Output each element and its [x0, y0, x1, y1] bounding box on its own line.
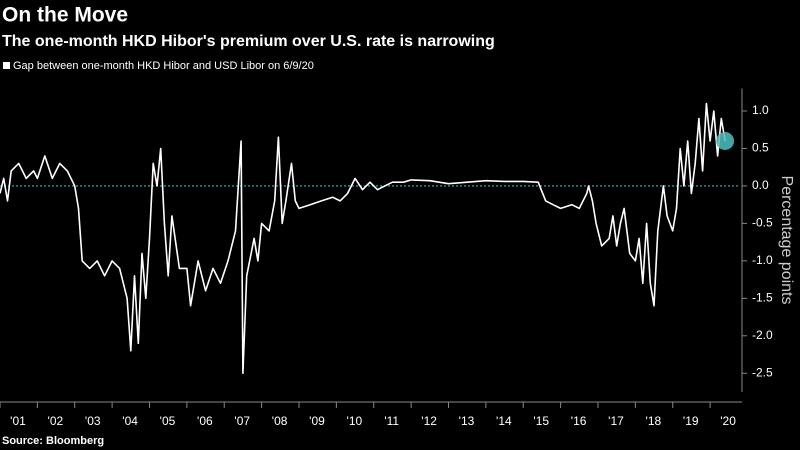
- x-tick-label: '14: [496, 414, 512, 428]
- x-tick-label: '02: [48, 414, 64, 428]
- y-tick-label: -0.5: [752, 216, 773, 230]
- y-tick-label: -2.5: [752, 365, 773, 379]
- x-tick-label: '01: [10, 414, 26, 428]
- x-tick-label: '12: [421, 414, 437, 428]
- y-axis-title: Percentage points: [778, 176, 795, 305]
- x-tick-label: '16: [571, 414, 587, 428]
- last-point-marker: [716, 131, 735, 150]
- y-tick-label: 0.0: [752, 178, 769, 192]
- x-tick-label: '08: [272, 414, 288, 428]
- x-tick-label: '07: [234, 414, 250, 428]
- x-tick-label: '18: [646, 414, 662, 428]
- y-tick-label: -1.0: [752, 253, 773, 267]
- y-tick-label: -2.0: [752, 328, 773, 342]
- y-tick-label: 0.5: [752, 141, 769, 155]
- data-line: [0, 102, 726, 375]
- legend-swatch: [3, 62, 10, 69]
- source: Source: Bloomberg: [2, 435, 104, 447]
- y-tick-label: 1.0: [752, 103, 769, 117]
- y-tick-label: -1.5: [752, 290, 773, 304]
- x-tick-label: '15: [533, 414, 549, 428]
- x-tick-label: '04: [122, 414, 138, 428]
- x-tick-label: '20: [720, 414, 736, 428]
- x-tick-label: '05: [160, 414, 176, 428]
- chart-title: On the Move: [2, 4, 128, 27]
- legend-label: Gap between one-month HKD Hibor and USD …: [13, 60, 314, 72]
- x-tick-label: '06: [197, 414, 213, 428]
- chart-subtitle: The one-month HKD Hibor's premium over U…: [2, 33, 495, 50]
- x-tick-label: '03: [85, 414, 101, 428]
- x-tick-label: '17: [608, 414, 624, 428]
- x-tick-label: '13: [459, 414, 475, 428]
- x-tick-label: '11: [384, 414, 399, 428]
- x-tick-label: '10: [347, 414, 363, 428]
- x-tick-label: '09: [309, 414, 325, 428]
- x-tick-label: '19: [683, 414, 699, 428]
